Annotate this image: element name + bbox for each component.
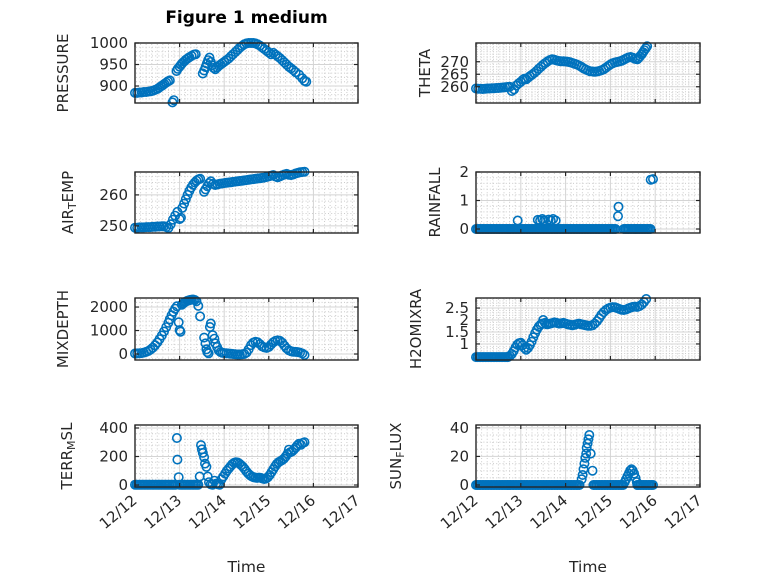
tick-marks [134, 172, 359, 233]
y-tick-label: 260 [99, 186, 128, 204]
grid-major [135, 172, 358, 233]
y-tick-label: 20 [450, 448, 469, 466]
y-tick-label: 265 [440, 65, 469, 83]
axes-box [134, 297, 359, 361]
y-axis-label: H2OMIXRA [407, 288, 425, 369]
grid-major [476, 43, 700, 103]
y-axis-label: THETA [416, 48, 434, 98]
y-tick-label: 250 [99, 217, 128, 235]
x-tick-label: 12/16 [616, 491, 661, 533]
subplot-terrmsl: 0 200 400 TERRM​SL 12/1212/1312/1412/1512/16… [58, 419, 364, 576]
tick-marks [475, 298, 701, 360]
y-tick-label: 0 [118, 345, 128, 363]
y-tick-label: 260 [440, 78, 469, 96]
y-axis-label: PRESSURE [54, 34, 72, 113]
y-tick-label: 950 [99, 56, 128, 74]
y-axis-label: RAINFALL [426, 167, 444, 238]
grid-minor [136, 426, 357, 486]
tick-marks [475, 43, 701, 103]
y-axis-label: SUNF​LUX [387, 423, 407, 490]
axes-box [475, 42, 701, 104]
axes-box [134, 42, 359, 104]
scatter-series [130, 166, 310, 234]
scatter-series [470, 293, 652, 363]
y-tick-label: 200 [99, 448, 128, 466]
subplot-rainfall: 0 1 2 RAINFALL [426, 163, 701, 238]
y-tick-label: 2000 [90, 298, 128, 316]
y-axis-label: MIXDEPTH [54, 290, 72, 368]
y-tick-label: 2 [459, 311, 469, 329]
x-tick-label: 12/15 [571, 491, 616, 533]
grid-major [135, 43, 358, 103]
subplot-mixdepth: 0 1000 2000 MIXDEPTH [54, 290, 359, 368]
x-tick-label: 12/17 [661, 491, 706, 533]
tick-marks [134, 298, 359, 360]
subplot-sunflux: 0 20 40 SUNF​LUX 12/1212/1312/1412/1512/1612… [387, 419, 706, 576]
grid-minor [477, 173, 699, 232]
scatter-series [470, 429, 658, 490]
x-tick-label: 12/12 [96, 491, 141, 533]
y-tick-label: 1000 [90, 322, 128, 340]
tick-marks [475, 171, 701, 233]
y-axis-label: TERRM​SL [58, 422, 78, 491]
x-tick-label: 12/15 [230, 491, 275, 533]
grid-major [135, 425, 358, 487]
y-tick-label: 400 [99, 419, 128, 437]
y-tick-label: 900 [99, 77, 128, 95]
subplot-pressure: 900 950 1000 PRESSURE [54, 34, 359, 113]
y-tick-label: 1 [459, 335, 469, 353]
scatter-series [470, 41, 653, 97]
y-tick-label: 2.5 [445, 299, 469, 317]
x-tick-label: 12/13 [140, 491, 185, 533]
subplot-airtemp: 250 260 AIRT​EMP [59, 166, 359, 235]
y-tick-label: 0 [459, 476, 469, 494]
y-tick-label: 270 [440, 53, 469, 71]
x-tick-label: 12/16 [274, 491, 319, 533]
x-tick-label: 12/17 [319, 491, 364, 533]
scatter-series [130, 294, 310, 360]
y-tick-label: 1000 [90, 34, 128, 52]
scatter-series [130, 432, 310, 490]
x-tick-label: 12/14 [185, 491, 230, 533]
x-tick-label: 12/12 [437, 491, 482, 533]
y-tick-label: 0 [459, 220, 469, 238]
tick-marks [134, 425, 359, 487]
y-axis-label: AIRT​EMP [59, 171, 79, 234]
axes-box [134, 171, 359, 234]
y-tick-label: 1 [459, 192, 469, 210]
x-axis-label: Time [227, 558, 266, 576]
x-axis-label: Time [568, 558, 607, 576]
axes-box [475, 297, 701, 361]
y-tick-label: 0 [118, 476, 128, 494]
tick-marks [475, 425, 701, 487]
y-tick-label: 2 [459, 163, 469, 181]
figure-title: Figure 1 medium [165, 8, 328, 28]
x-tick-label: 12/14 [526, 491, 571, 533]
y-tick-label: 1.5 [445, 323, 469, 341]
x-tick-label: 12/13 [482, 491, 527, 533]
tick-marks [134, 42, 359, 103]
subplot-h2omixra: 11.522.5 H2OMIXRA [407, 288, 701, 369]
y-tick-label: 40 [450, 419, 469, 437]
axes-box [475, 171, 701, 234]
